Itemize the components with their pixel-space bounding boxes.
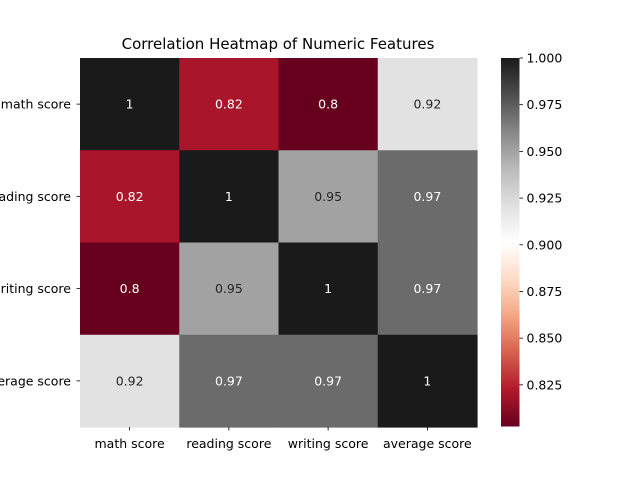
heatmap-cell [179, 242, 280, 336]
cell-value-label: 0.95 [215, 281, 243, 296]
heatmap-cell [278, 58, 379, 151]
cell-value-label: 0.92 [116, 373, 144, 388]
row-tick-label: reading score [0, 189, 71, 204]
row-tick-label: writing score [0, 281, 71, 296]
heatmap-cell [80, 58, 180, 151]
row-tick-label: math score [1, 97, 72, 112]
column-tick-label: reading score [186, 436, 271, 451]
cell-value-label: 1 [423, 373, 431, 388]
heatmap-cell [278, 150, 379, 244]
colorbar-tick-label: 1.000 [527, 51, 563, 66]
heatmap-cell [80, 334, 180, 428]
cell-value-label: 0.97 [413, 189, 441, 204]
heatmap-cell [80, 242, 180, 336]
cell-value-label: 0.8 [120, 281, 140, 296]
cell-value-label: 0.97 [413, 281, 441, 296]
column-tick-label: writing score [288, 436, 369, 451]
row-tick-label: average score [0, 373, 71, 388]
colorbar-gradient [501, 58, 520, 427]
cell-value-label: 0.82 [116, 189, 144, 204]
colorbar-tick-label: 0.850 [527, 331, 563, 346]
cell-value-label: 1 [225, 189, 233, 204]
colorbar: 0.825 0.850 0.875 0.900 0.925 0.950 0.975 1.000 [501, 51, 562, 427]
heatmap-cell [179, 334, 280, 428]
cell-value-label: 0.82 [215, 97, 243, 112]
column-tick-label: average score [383, 436, 472, 451]
heatmap-cell [278, 334, 379, 428]
heatmap-cell [179, 150, 280, 244]
cell-value-label: 0.8 [318, 97, 338, 112]
heatmap-cell [377, 334, 478, 428]
heatmap-cell [278, 242, 379, 336]
colorbar-tick-label: 0.950 [527, 144, 563, 159]
column-tick-label: math score [95, 436, 166, 451]
colorbar-tick-label: 0.900 [527, 237, 563, 252]
colorbar-tick-label: 0.975 [527, 97, 563, 112]
cell-value-label: 0.95 [314, 189, 342, 204]
row-tick-labels: math score reading score writing score aver… [0, 97, 80, 388]
colorbar-tick-label: 0.825 [527, 377, 563, 392]
heatmap-cell [377, 242, 478, 336]
heatmap-cell [179, 58, 280, 151]
cell-value-label: 1 [126, 97, 134, 112]
chart-title: Correlation Heatmap of Numeric Features [122, 35, 435, 53]
heatmap-cell [377, 58, 478, 151]
colorbar-tick-label: 0.875 [527, 284, 563, 299]
heatmap-cell [377, 150, 478, 244]
heatmap-cells: 1 0.82 0.8 0.92 0.82 1 0.95 0.97 0.8 0.95 1 0.97 0.9… [80, 58, 478, 428]
column-tick-labels: math score reading score writing score aver… [95, 427, 472, 451]
cell-value-label: 0.97 [215, 373, 243, 388]
heatmap-cell [80, 150, 180, 244]
colorbar-tick-label: 0.925 [527, 191, 563, 206]
cell-value-label: 0.92 [413, 97, 441, 112]
cell-value-label: 0.97 [314, 373, 342, 388]
cell-value-label: 1 [324, 281, 332, 296]
